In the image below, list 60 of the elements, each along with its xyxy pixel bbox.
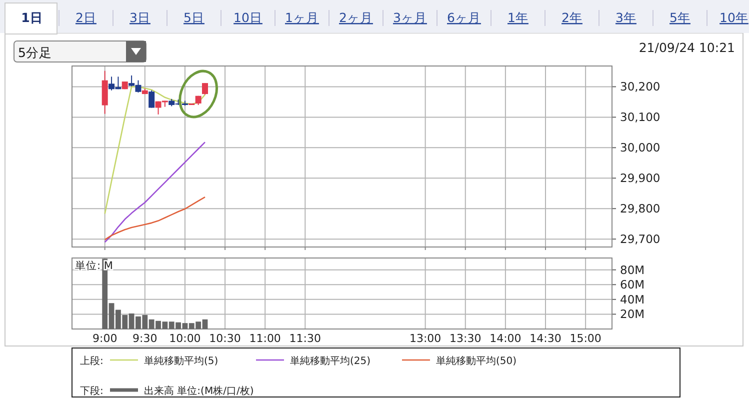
bar: [108, 303, 114, 329]
x-tick-label: 13:30: [450, 332, 482, 345]
y-tick-label: 29,800: [620, 202, 660, 216]
x-tick-label: 11:00: [249, 332, 281, 345]
bar: [196, 322, 202, 329]
text: 1ヶ月: [285, 10, 319, 25]
bar: [188, 323, 194, 329]
text: 2ヶ月: [339, 10, 373, 25]
text: 6ヶ月: [447, 10, 481, 25]
text: 10年: [720, 10, 748, 25]
bar: [156, 320, 161, 329]
y-tick-label: 20M: [620, 307, 645, 322]
bar: [122, 314, 128, 329]
y-tick-label: 30,200: [620, 80, 660, 94]
y-tick-label: 29,900: [620, 171, 660, 186]
y-tick-label: 30,100: [620, 110, 660, 124]
text: 3年: [616, 10, 636, 25]
text: 2日: [76, 10, 96, 25]
x-tick-label: 13:00: [409, 332, 442, 345]
x-tick-label: 11:30: [289, 332, 321, 345]
bar: [162, 322, 168, 329]
text: 1年: [508, 10, 528, 25]
candlestick: [148, 90, 155, 108]
text: 5日: [184, 10, 204, 25]
bar: [142, 314, 148, 329]
x-tick-label: 14:00: [490, 332, 522, 345]
x-tick-label: 14:30: [530, 332, 562, 345]
y-tick-label: 40M: [620, 292, 645, 306]
text: 2年: [562, 10, 582, 25]
text: 1日: [21, 10, 43, 25]
legend-title: 上段:: [80, 355, 104, 367]
bar: [136, 316, 141, 329]
text: 10日: [234, 10, 262, 25]
y-tick-label: 30,000: [620, 140, 660, 155]
legend-label: 単純移動平均(5): [144, 355, 218, 367]
bar: [176, 322, 181, 329]
x-tick-label: 10:30: [209, 332, 241, 345]
bar: [182, 323, 188, 329]
text: 5年: [670, 10, 690, 25]
dropdown: 5分足: [14, 40, 146, 62]
candlestick: [202, 82, 208, 96]
text: 21/09/24 10:21: [638, 40, 735, 55]
bar: [168, 322, 174, 329]
bar: [148, 319, 154, 329]
bar: [116, 310, 121, 329]
y-tick-label: 80M: [620, 262, 645, 277]
x-tick-label: 9:00: [92, 332, 118, 345]
legend-label: 単純移動平均(25): [290, 355, 371, 367]
legend-label: 出来高 単位:(M株/口/枚): [144, 385, 254, 397]
y-tick-label: 29,700: [620, 232, 660, 246]
legend-title: 下段:: [80, 385, 104, 397]
legend-label: 単純移動平均(50): [436, 355, 517, 367]
x-tick-label: 9:30: [132, 332, 158, 345]
bar: [128, 313, 134, 329]
bar: [202, 319, 208, 329]
text: 3ヶ月: [393, 10, 427, 25]
y-tick-label: 60M: [620, 278, 645, 292]
x-tick-label: 10:00: [169, 332, 201, 345]
x-tick-label: 15:00: [570, 332, 602, 345]
text: 3日: [130, 10, 150, 25]
